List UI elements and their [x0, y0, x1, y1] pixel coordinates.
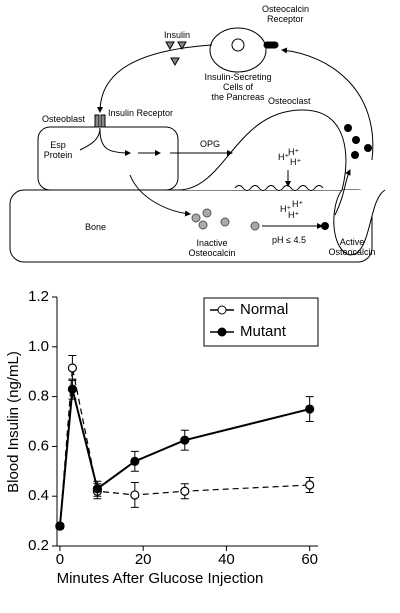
insulin-receptor [100, 114, 106, 128]
y-axis-label: Blood Insulin (ng/mL) [5, 351, 22, 493]
label: OPG [200, 139, 220, 149]
label: Osteocalcin Receptor [262, 4, 309, 24]
osteoclast-shape [177, 109, 386, 256]
diagram: Insulin Osteocalcin Receptor Insulin-Secr… [9, 4, 386, 263]
label: H⁺ [280, 204, 291, 214]
marker [305, 404, 315, 414]
active-dot [352, 136, 360, 144]
label: H⁺ [278, 152, 289, 162]
label: Bone [85, 222, 106, 232]
marker [67, 384, 78, 394]
label: pH ≤ 4.5 [272, 235, 306, 245]
y-tick-label: 0.8 [28, 388, 49, 405]
arrow [281, 47, 374, 161]
series-line [59, 367, 310, 527]
label: Osteoclast [268, 96, 311, 106]
inactive-dot [220, 217, 230, 227]
label: Insulin Receptor [108, 108, 173, 118]
y-tick-label: 1.2 [28, 288, 49, 305]
marker [130, 490, 140, 500]
y-tick-label: 0.2 [28, 537, 49, 554]
label: Esp Protein [44, 140, 73, 160]
label: H⁺ [290, 157, 301, 167]
insulin-molecules [165, 41, 187, 67]
label: H⁺ [288, 210, 299, 220]
inactive-dot [191, 213, 201, 223]
inactive-dot [250, 221, 260, 231]
label: Inactive Osteocalcin [188, 238, 235, 258]
label: Insulin [164, 30, 190, 40]
y-tick-label: 0.6 [28, 437, 49, 454]
legend-label: Mutant [240, 323, 287, 340]
series-line [58, 388, 310, 527]
receptor [263, 41, 279, 49]
marker [305, 480, 315, 490]
arrow [334, 169, 351, 216]
marker [130, 456, 140, 466]
legend-marker [217, 305, 227, 315]
active-dot [351, 151, 359, 159]
label: H⁺ [292, 199, 303, 209]
nucleus [231, 38, 245, 52]
x-tick-label: 40 [218, 551, 235, 568]
y-tick-label: 0.4 [28, 487, 49, 504]
ruffled-border [234, 185, 324, 191]
x-tick-label: 0 [56, 551, 64, 568]
pancreas-cell [209, 27, 267, 73]
label: Insulin-Secreting Cells of the Pancreas [204, 72, 271, 102]
active-dot [321, 222, 329, 230]
inactive-dot [198, 220, 208, 230]
y-tick-label: 1.0 [28, 338, 49, 355]
label: Osteoblast [42, 114, 86, 124]
legend-label: Normal [240, 301, 288, 318]
marker [67, 363, 78, 373]
active-dot [344, 124, 352, 132]
x-tick-label: 60 [301, 551, 318, 568]
marker [180, 435, 190, 445]
active-dot [364, 144, 372, 152]
label: H⁺ [288, 147, 299, 157]
x-tick-label: 20 [135, 551, 152, 568]
marker [180, 486, 190, 496]
marker [92, 484, 102, 494]
x-axis-label: Minutes After Glucose Injection [57, 570, 264, 587]
chart: Minutes After Glucose Injection Blood In… [5, 288, 319, 587]
arrow [97, 44, 213, 113]
legend-marker [217, 327, 227, 337]
inactive-dot [202, 208, 212, 218]
marker [55, 521, 65, 531]
osteoblast-shape [37, 126, 179, 191]
arrow [129, 174, 191, 217]
label: Active Osteocalcin [328, 237, 375, 257]
insulin-receptor [94, 114, 100, 128]
arrow [99, 129, 131, 156]
